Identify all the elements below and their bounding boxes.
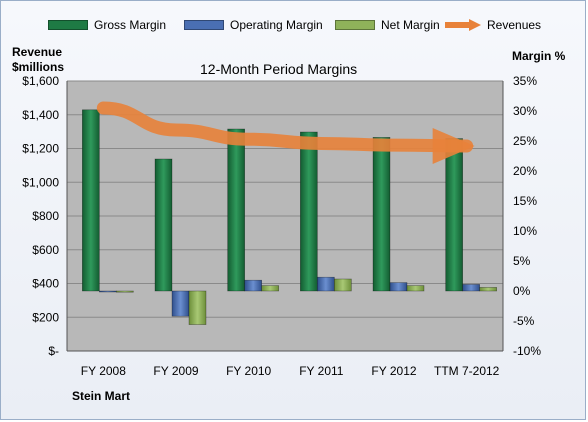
left-tick-label: $600 bbox=[32, 243, 59, 257]
operating-margin-bar bbox=[244, 279, 262, 292]
right-tick-label: 0% bbox=[513, 284, 531, 298]
net-margin-bar bbox=[188, 290, 207, 325]
right-tick-label: 10% bbox=[513, 224, 537, 238]
right-tick-label: -10% bbox=[513, 344, 541, 358]
operating-margin-bar bbox=[171, 290, 190, 317]
x-tick-label: TTM 7-2012 bbox=[434, 364, 500, 378]
legend-gross-margin-label: Gross Margin bbox=[94, 18, 167, 32]
left-tick-label: $1,000 bbox=[22, 175, 59, 189]
right-tick-label: 15% bbox=[513, 194, 537, 208]
operating-margin-bar bbox=[462, 284, 480, 292]
net-margin-bar bbox=[116, 290, 134, 293]
x-tick-label: FY 2012 bbox=[371, 364, 416, 378]
legend-net-margin-label: Net Margin bbox=[381, 18, 440, 32]
net-margin-bar bbox=[406, 285, 425, 292]
legend-gross-margin-swatch bbox=[48, 20, 88, 30]
x-tick-label: FY 2010 bbox=[226, 364, 271, 378]
operating-margin-bar bbox=[389, 282, 408, 292]
left-axis-title-line1: Revenue bbox=[12, 45, 63, 59]
legend-revenues-label: Revenues bbox=[487, 18, 542, 32]
revenues-arrowhead bbox=[432, 127, 475, 164]
left-tick-label: $1,400 bbox=[22, 108, 59, 122]
x-tick-label: FY 2008 bbox=[81, 364, 126, 378]
left-tick-label: $800 bbox=[32, 209, 59, 223]
left-tick-label: $400 bbox=[32, 277, 59, 291]
gross-margin-bar bbox=[372, 137, 391, 292]
net-margin-bar bbox=[334, 278, 352, 292]
left-tick-label: $- bbox=[48, 344, 59, 358]
right-tick-label: -5% bbox=[513, 314, 535, 328]
company-label: Stein Mart bbox=[72, 389, 131, 403]
operating-margin-bar bbox=[317, 276, 335, 292]
gross-margin-bar bbox=[445, 138, 463, 292]
chart-title: 12-Month Period Margins bbox=[200, 61, 358, 77]
right-tick-label: 5% bbox=[513, 254, 531, 268]
legend-operating-margin-label: Operating Margin bbox=[230, 18, 323, 32]
right-tick-label: 30% bbox=[513, 104, 537, 118]
gross-margin-bar bbox=[82, 109, 100, 292]
left-tick-label: $200 bbox=[32, 310, 59, 324]
legend-operating-margin: Operating Margin bbox=[184, 17, 323, 33]
right-axis-title: Margin % bbox=[512, 49, 566, 63]
legend-revenues: Revenues bbox=[443, 17, 541, 33]
gross-margin-bar bbox=[300, 131, 318, 292]
gross-margin-bar bbox=[154, 158, 173, 292]
x-tick-label: FY 2011 bbox=[299, 364, 344, 378]
legend-gross-margin: Gross Margin bbox=[48, 17, 166, 33]
left-tick-label: $1,200 bbox=[22, 142, 59, 156]
left-tick-label: $1,600 bbox=[22, 74, 59, 88]
net-margin-bar bbox=[261, 285, 279, 292]
legend-revenues-arrow-icon bbox=[445, 19, 481, 31]
gross-margin-bar bbox=[227, 128, 245, 292]
x-tick-label: FY 2009 bbox=[153, 364, 198, 378]
left-axis-title-line2: $millions bbox=[12, 60, 65, 74]
legend-net-margin: Net Margin bbox=[335, 17, 440, 33]
legend-operating-margin-swatch bbox=[184, 20, 224, 30]
revenues-line bbox=[96, 101, 474, 153]
right-tick-label: 25% bbox=[513, 134, 537, 148]
right-tick-label: 35% bbox=[513, 74, 537, 88]
right-tick-label: 20% bbox=[513, 164, 537, 178]
legend-net-margin-swatch bbox=[335, 20, 375, 30]
net-margin-bar bbox=[479, 287, 497, 292]
operating-margin-bar bbox=[99, 290, 117, 293]
